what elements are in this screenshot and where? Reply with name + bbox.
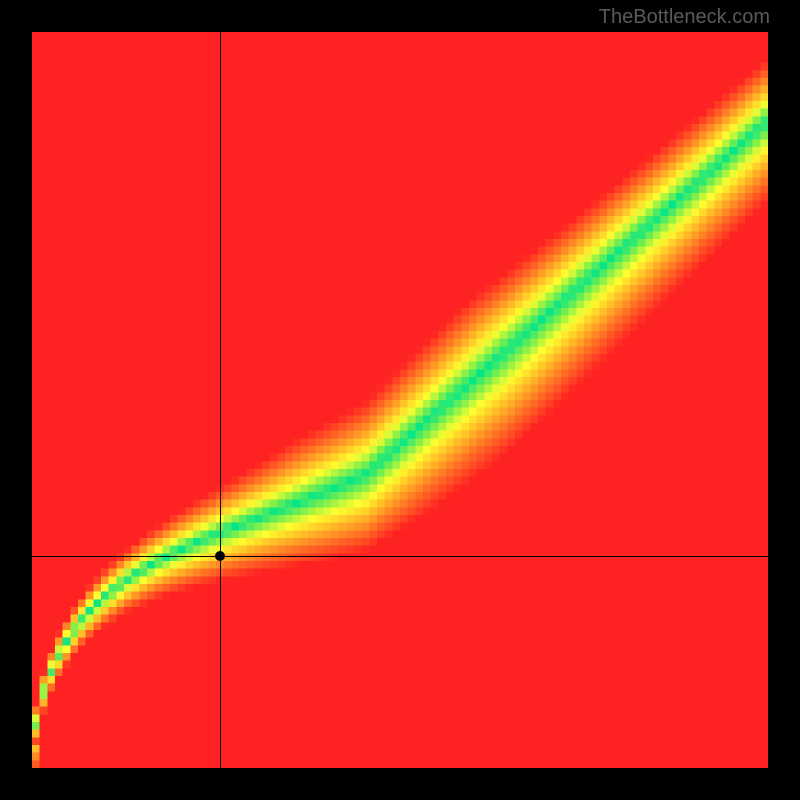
- watermark-text: TheBottleneck.com: [599, 6, 770, 29]
- heatmap-plot-area: [32, 32, 768, 768]
- crosshair-horizontal: [32, 556, 768, 557]
- heatmap-canvas: [32, 32, 768, 768]
- crosshair-vertical: [220, 32, 221, 768]
- marker-dot: [215, 551, 225, 561]
